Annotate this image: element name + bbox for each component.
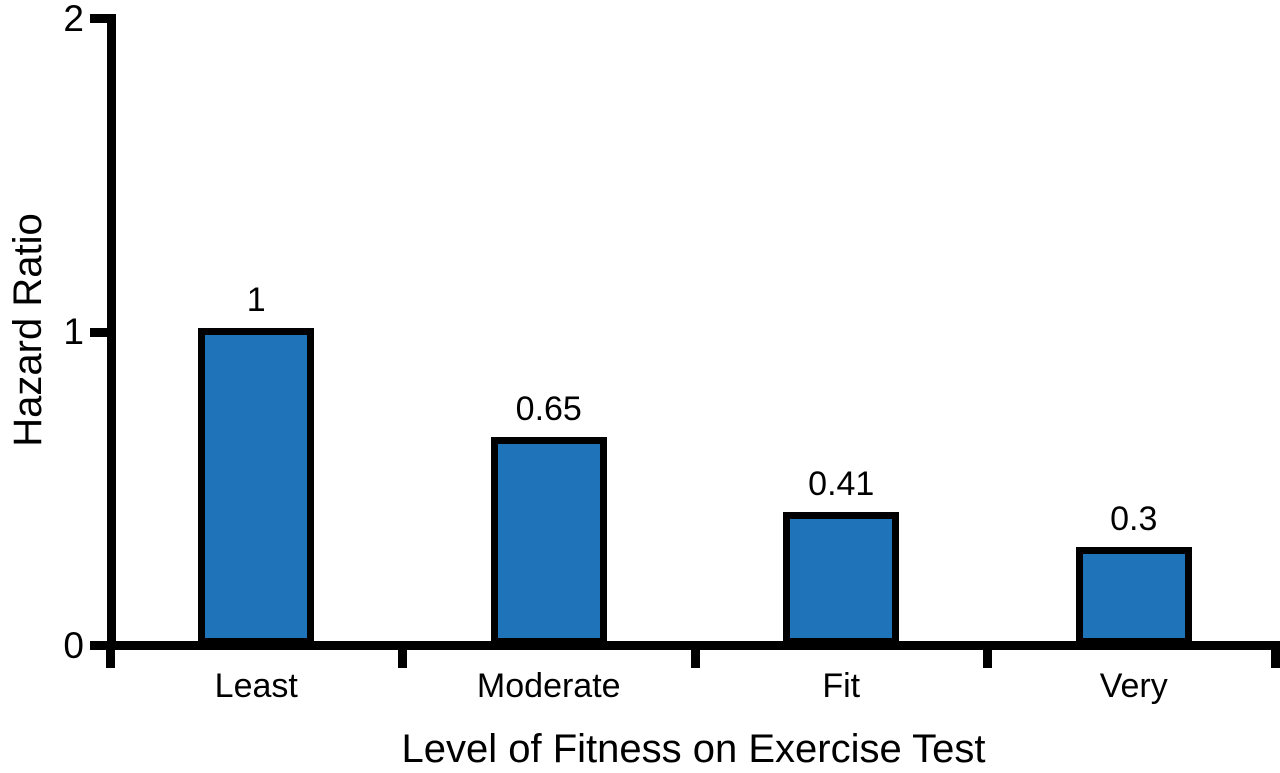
bar-moderate — [490, 437, 607, 645]
x-axis-title: Level of Fitness on Exercise Test — [401, 727, 986, 771]
x-category-label: Fit — [822, 667, 861, 705]
bar-least — [198, 327, 315, 645]
x-tick — [690, 650, 700, 668]
bar-value-label: 0.41 — [808, 465, 875, 504]
y-tick — [90, 14, 107, 23]
x-tick — [1271, 650, 1280, 668]
y-tick — [90, 327, 107, 337]
y-tick-label: 1 — [63, 311, 84, 352]
x-tick — [105, 650, 115, 668]
bar-fit — [783, 512, 900, 645]
x-category-label: Moderate — [476, 667, 621, 705]
x-tick — [983, 650, 992, 668]
x-axis-line — [107, 641, 1280, 650]
x-category-label: Least — [214, 667, 298, 705]
y-tick — [90, 641, 107, 650]
y-axis-line — [107, 14, 116, 650]
y-tick-label: 2 — [63, 0, 84, 39]
x-tick — [398, 650, 407, 668]
y-tick-label: 0 — [63, 624, 84, 666]
bar-value-label: 0.3 — [1110, 499, 1158, 538]
bar-value-label: 0.65 — [515, 390, 582, 429]
bar-value-label: 1 — [246, 280, 266, 319]
bar-very — [1075, 546, 1192, 645]
x-category-label: Very — [1099, 667, 1168, 705]
